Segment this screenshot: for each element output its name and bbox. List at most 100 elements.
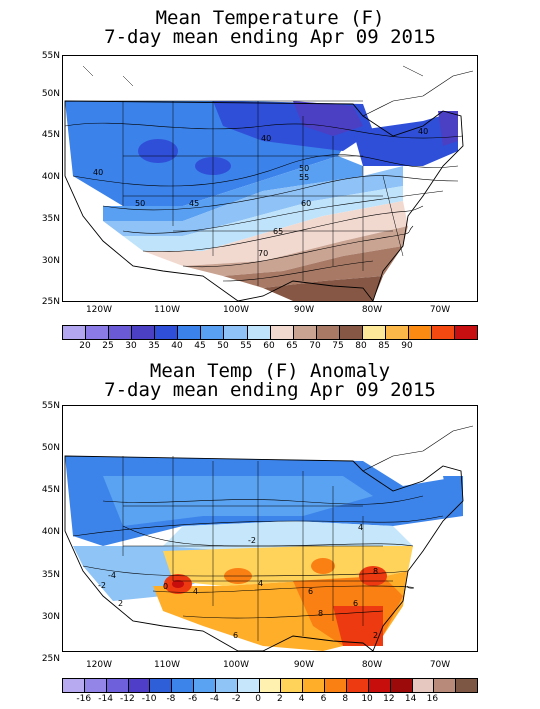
colorbar-swatch	[247, 326, 271, 339]
colorbar-swatch	[194, 679, 216, 692]
colorbar-swatch	[412, 679, 435, 692]
lat-label-50n: 50N	[41, 89, 60, 99]
colorbar-swatch	[215, 679, 238, 692]
colorbar-label: 85	[378, 341, 390, 351]
lon-label-120w: 120W	[85, 660, 113, 670]
colorbar-label: 80	[355, 341, 367, 351]
colorbar-swatch	[316, 326, 340, 339]
colorbar-label: 16	[426, 694, 439, 704]
bottom-contour-label: 4	[358, 523, 363, 532]
colorbar-swatch	[150, 679, 173, 692]
bottom-contour-label: 2	[118, 599, 123, 608]
lat-label-25n: 25N	[41, 297, 60, 307]
top-contour-label: 65	[273, 227, 283, 236]
lat-label-45n: 45N	[41, 485, 60, 495]
lon-label-110w: 110W	[153, 660, 181, 670]
colorbar-label: -8	[166, 694, 176, 704]
colorbar-label: 40	[171, 341, 183, 351]
colorbar-swatch	[325, 679, 347, 692]
colorbar-label: -10	[141, 694, 157, 704]
lon-label-110w: 110W	[153, 305, 181, 315]
colorbar-swatch	[109, 326, 133, 339]
colorbar-label: 60	[263, 341, 275, 351]
top-title-line2: 7-day mean ending Apr 09 2015	[104, 26, 436, 48]
colorbar-swatch	[86, 326, 110, 339]
top-contour-label: 60	[301, 199, 311, 208]
colorbar-swatch	[259, 679, 282, 692]
lon-label-70w: 70W	[429, 660, 451, 670]
bottom-contour-label: 6	[353, 599, 358, 608]
lon-label-80w: 80W	[361, 660, 383, 670]
colorbar-swatch	[84, 679, 107, 692]
lon-label-90w: 90W	[293, 660, 315, 670]
colorbar-label: 75	[332, 341, 344, 351]
bottom-contour-label: 2	[373, 631, 378, 640]
lon-label-100w: 100W	[222, 660, 250, 670]
bottom-contour-label: 4	[193, 587, 198, 596]
lon-label-120w: 120W	[85, 305, 113, 315]
colorbar-swatch	[63, 326, 87, 339]
lon-label-90w: 90W	[293, 305, 315, 315]
colorbar-label: 6	[320, 694, 327, 704]
colorbar-swatch	[362, 326, 386, 339]
lat-label-35n: 35N	[41, 570, 60, 580]
colorbar-label: -16	[76, 694, 92, 704]
colorbar-swatch	[172, 679, 195, 692]
colorbar-label: 20	[79, 341, 91, 351]
temperature-map-graphic: 40 40 45 50 55 50 60 65 70 40	[64, 65, 474, 301]
top-contour-label: 40	[93, 168, 103, 177]
colorbar-swatch	[128, 679, 151, 692]
colorbar-swatch	[455, 326, 478, 339]
colorbar-swatch	[434, 679, 457, 692]
anomaly-map: -4 -2 2 0 4 6 4 -2 4 6 8 6 8 2	[62, 405, 478, 652]
temperature-colorbar-labels: 20 25 30 35 40 45 50 55 60 65 70 75 80 85 90	[62, 341, 476, 353]
top-contour-label: 45	[189, 199, 199, 208]
colorbar-label: 0	[255, 694, 261, 704]
lat-label-45n: 45N	[41, 130, 60, 140]
colorbar-label: 55	[240, 341, 252, 351]
colorbar-swatch	[432, 326, 456, 339]
colorbar-swatch	[224, 326, 248, 339]
colorbar-label: -4	[210, 694, 219, 704]
colorbar-label: -14	[98, 694, 113, 704]
bottom-contour-label: 8	[318, 609, 323, 618]
colorbar-label: 70	[309, 341, 321, 351]
colorbar-label: 30	[125, 341, 137, 351]
colorbar-swatch	[303, 679, 326, 692]
colorbar-swatch	[237, 679, 260, 692]
mean-temperature-panel: Mean Temperature (F) 7-day mean ending A…	[41, 8, 478, 353]
temperature-colorbar	[62, 325, 478, 340]
colorbar-swatch	[346, 679, 369, 692]
bottom-contour-label: -2	[248, 536, 256, 545]
colorbar-swatch	[368, 679, 391, 692]
colorbar-label: 10	[361, 694, 373, 704]
temperature-anomaly-panel: Mean Temp (F) Anomaly 7-day mean ending …	[0, 355, 540, 709]
lon-label-80w: 80W	[361, 305, 383, 315]
colorbar-swatch	[408, 326, 432, 339]
anomaly-colorbar-labels: -16 -14 -12 -10 -8 -6 -4 -2 0 2 4 6 8 10 12 14 16	[62, 694, 476, 706]
colorbar-label: 14	[404, 694, 417, 704]
bottom-contour-label: 4	[258, 579, 263, 588]
colorbar-label: 2	[277, 694, 283, 704]
colorbar-label: -12	[120, 694, 135, 704]
lat-label-25n: 25N	[41, 654, 60, 664]
colorbar-swatch	[339, 326, 363, 339]
lon-label-70w: 70W	[429, 305, 451, 315]
lat-label-55n: 55N	[41, 401, 60, 411]
colorbar-label: 45	[194, 341, 206, 351]
bottom-contour-label: 6	[233, 631, 238, 640]
colorbar-swatch	[63, 679, 85, 692]
bottom-contour-label: 8	[373, 567, 378, 576]
bottom-contour-label: -2	[98, 581, 106, 590]
colorbar-swatch	[270, 326, 294, 339]
bottom-title-line1: Mean Temp (F) Anomaly	[149, 360, 391, 382]
bottom-contour-label: 0	[163, 582, 168, 591]
anomaly-colorbar	[62, 678, 478, 693]
top-contour-label: 55	[299, 173, 309, 182]
colorbar-swatch	[155, 326, 179, 339]
top-contour-label: 70	[258, 249, 268, 258]
lat-label-35n: 35N	[41, 214, 60, 224]
colorbar-swatch	[385, 326, 409, 339]
colorbar-label: 12	[383, 694, 395, 704]
colorbar-swatch	[132, 326, 156, 339]
